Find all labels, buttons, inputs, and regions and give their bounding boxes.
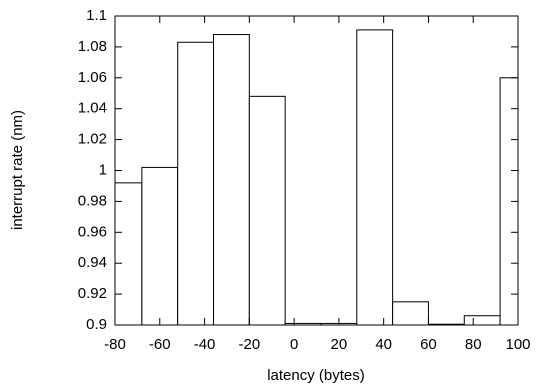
bar — [141, 166, 179, 325]
x-tick-label: -80 — [104, 336, 126, 353]
y-tick-label: 1.08 — [78, 38, 107, 55]
x-tick-label: 100 — [505, 336, 530, 353]
y-axis-label: interrupt rate (nm) — [9, 110, 26, 230]
bar — [463, 315, 501, 325]
bar — [115, 182, 143, 325]
y-tick-label: 1 — [99, 161, 107, 178]
x-tick-label: 0 — [290, 336, 298, 353]
x-tick-label: -40 — [194, 336, 216, 353]
y-tick-label: 0.98 — [78, 192, 107, 209]
bar — [213, 34, 250, 325]
x-axis-label: latency (bytes) — [267, 367, 365, 384]
x-tick-label: -60 — [149, 336, 171, 353]
y-tick-label: 0.94 — [78, 254, 107, 271]
bar — [177, 41, 215, 325]
y-tick-label: 1.06 — [78, 69, 107, 86]
bar — [356, 29, 394, 325]
bar — [392, 301, 429, 325]
y-tick-label: 0.96 — [78, 223, 107, 240]
y-tick-label: 1.1 — [86, 7, 107, 24]
x-tick-label: 40 — [375, 336, 392, 353]
x-tick-label: 20 — [331, 336, 348, 353]
y-tick-label: 0.9 — [86, 316, 107, 333]
bars — [115, 29, 518, 325]
y-tick-label: 1.04 — [78, 100, 107, 117]
y-tick-label: 0.92 — [78, 285, 107, 302]
x-tick-label: -20 — [238, 336, 260, 353]
x-tick-label: 60 — [420, 336, 437, 353]
y-tick-label: 1.02 — [78, 131, 107, 148]
x-tick-label: 80 — [465, 336, 482, 353]
bar — [248, 95, 286, 325]
